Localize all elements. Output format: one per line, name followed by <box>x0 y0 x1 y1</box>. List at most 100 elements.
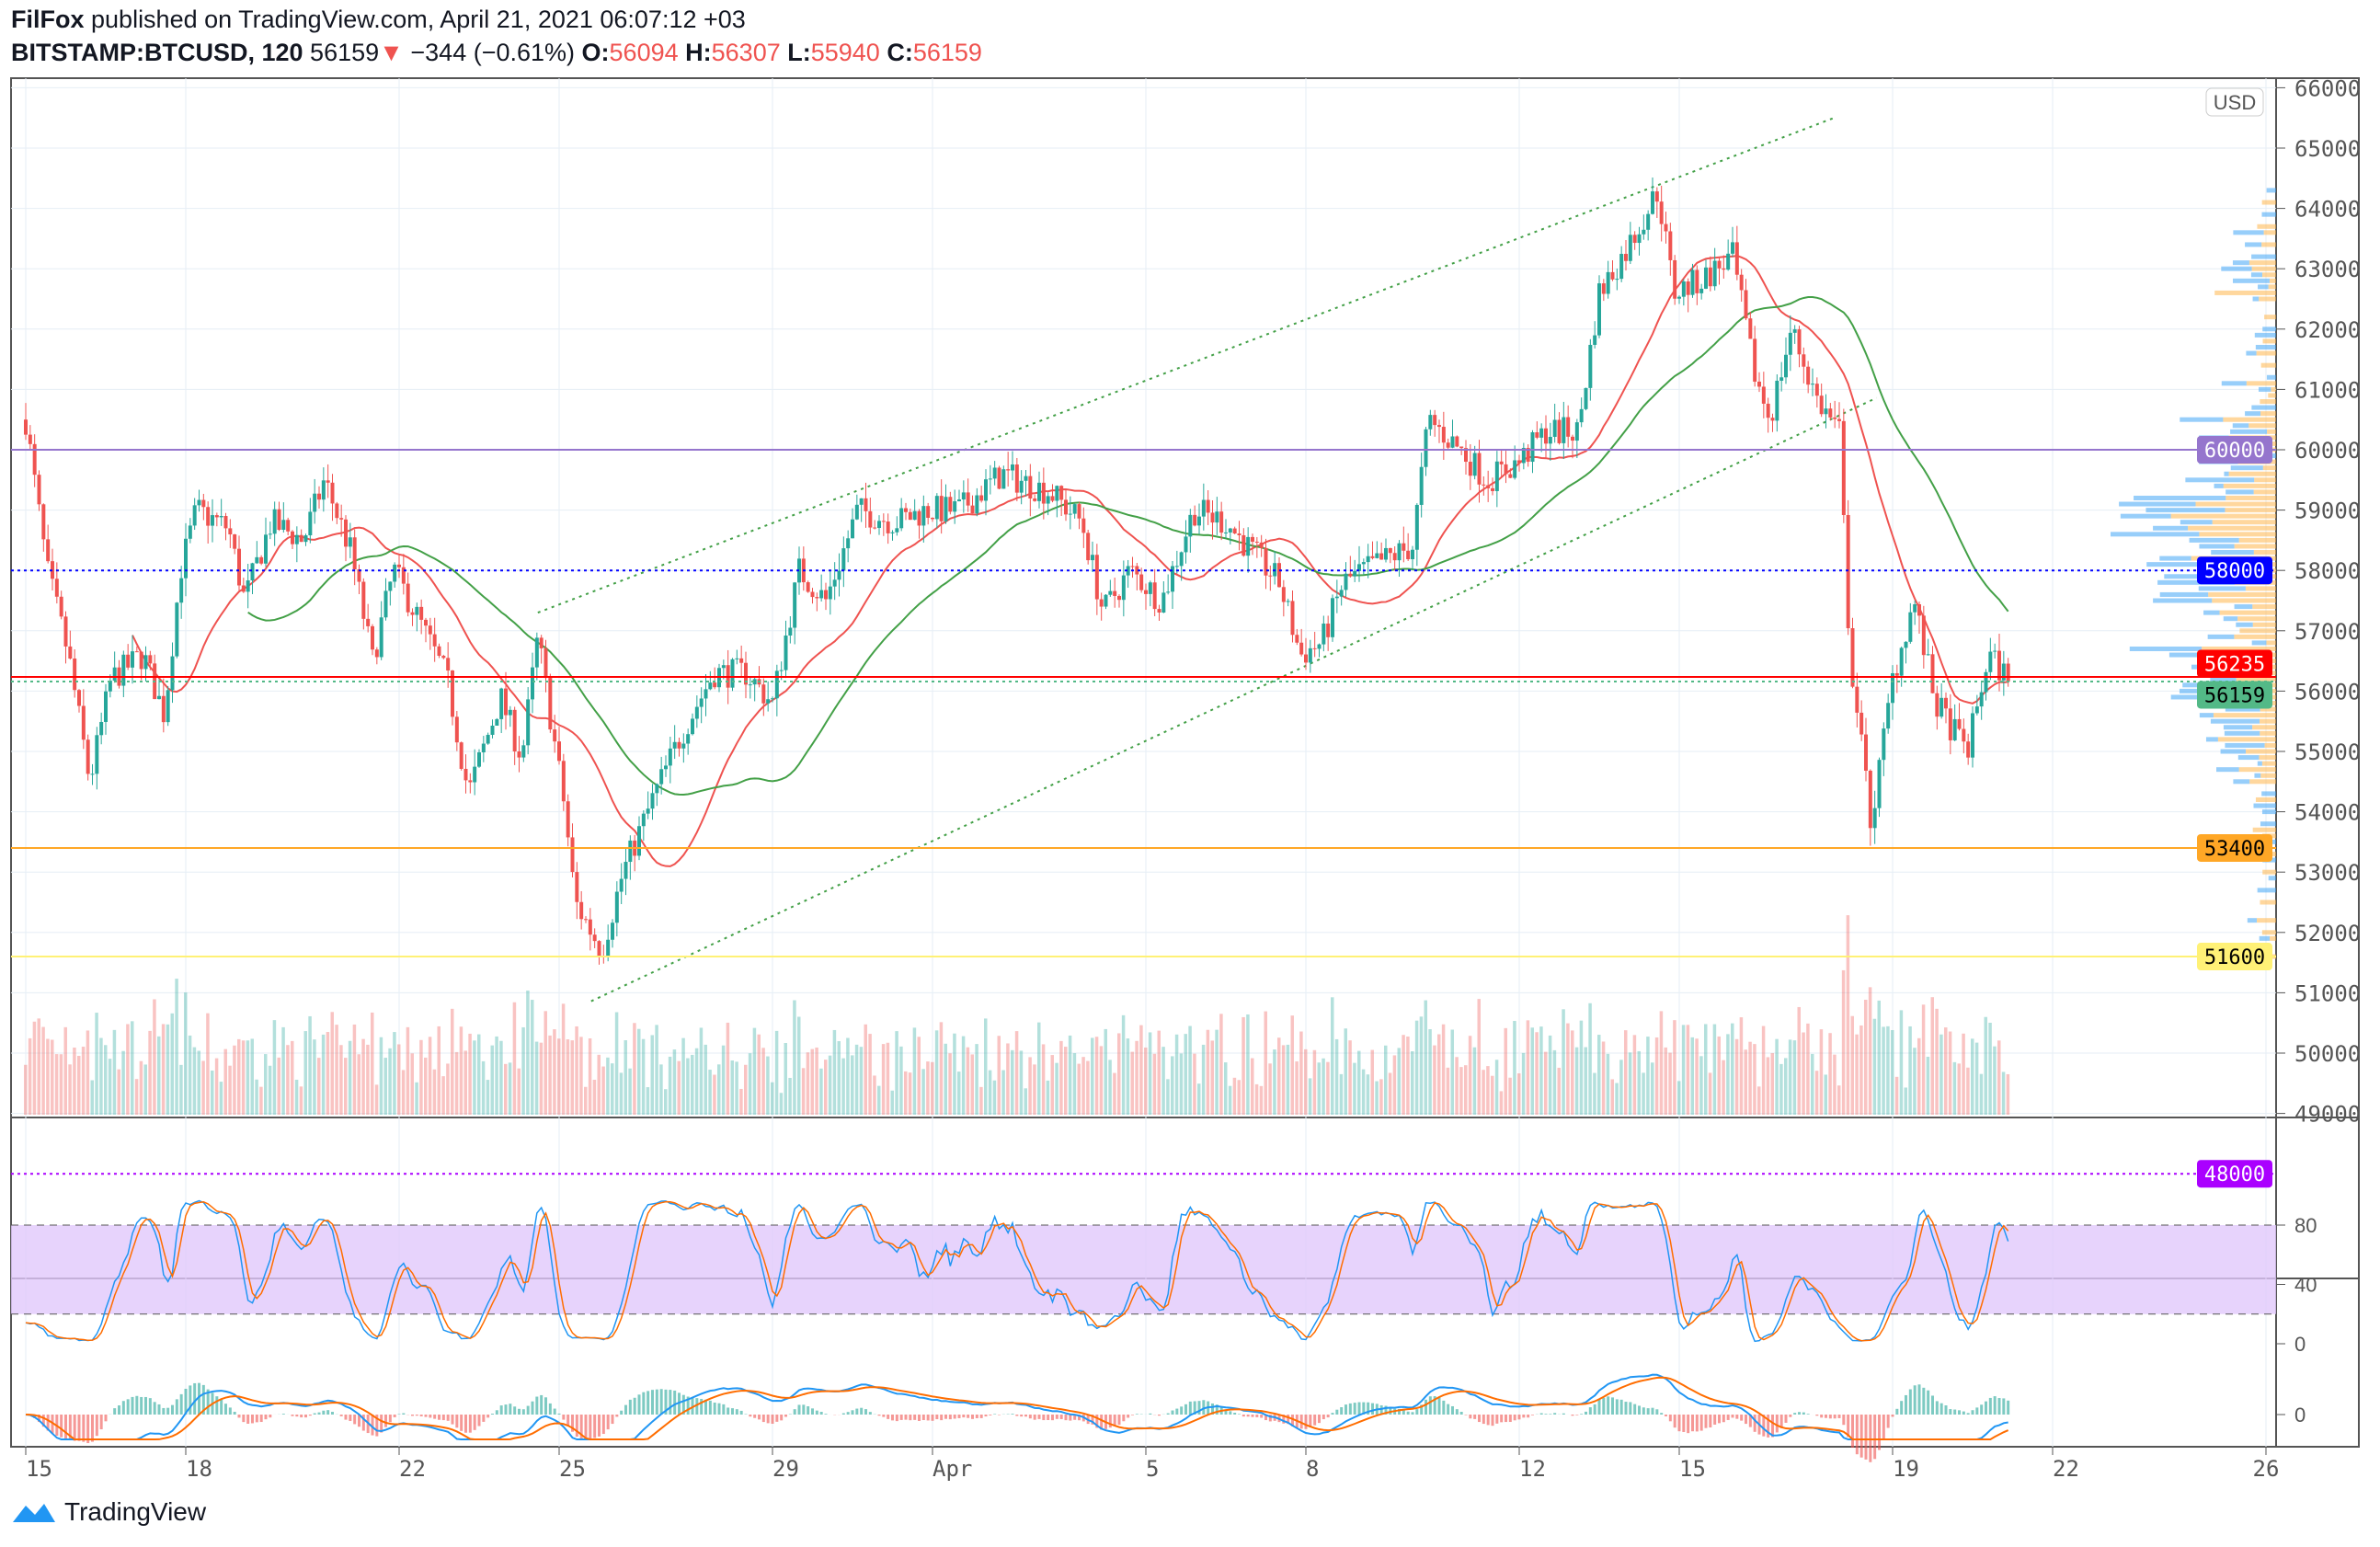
volume-bar <box>1882 1026 1885 1115</box>
candle-body <box>1646 213 1651 230</box>
candle-body <box>1312 647 1317 649</box>
macd-histogram-bar <box>971 1415 974 1419</box>
volume-profile-bar <box>2245 242 2262 247</box>
volume-profile-bar <box>2232 423 2249 429</box>
volume-profile-bar <box>2257 761 2262 766</box>
volume-bar <box>1704 1024 1708 1115</box>
volume-bar <box>1086 1060 1090 1115</box>
macd-histogram-bar <box>1229 1411 1232 1415</box>
macd-histogram-bar <box>1615 1399 1619 1415</box>
candle-body <box>713 682 717 688</box>
macd-histogram-bar <box>1522 1415 1526 1418</box>
x-tick-label: 12 <box>1519 1456 1546 1482</box>
volume-bar <box>531 1000 534 1115</box>
candle-body <box>1814 384 1819 396</box>
candle-body <box>1344 573 1348 590</box>
volume-profile-bar <box>2253 803 2276 808</box>
volume-bar <box>188 1035 192 1115</box>
volume-profile-bar <box>2251 640 2267 646</box>
candle-body <box>1891 672 1894 704</box>
macd-histogram-bar <box>1508 1415 1512 1423</box>
macd-histogram-bar <box>1406 1411 1410 1415</box>
macd-histogram-bar <box>1842 1415 1846 1426</box>
volume-profile-bar <box>2233 779 2250 785</box>
macd-histogram-bar <box>1985 1401 1987 1415</box>
candle-body <box>126 654 131 668</box>
macd-histogram-bar <box>584 1415 588 1440</box>
symbol-name[interactable]: BITSTAMP:BTCUSD, 120 <box>11 39 303 66</box>
macd-histogram-bar <box>1367 1402 1370 1415</box>
candle-body <box>1472 453 1477 476</box>
volume-bar <box>299 1086 303 1115</box>
volume-bar <box>837 1041 841 1115</box>
y-tick-label: 62000 <box>2294 317 2361 343</box>
candle-body <box>1841 420 1846 515</box>
candle-body <box>1761 386 1766 404</box>
candle-body <box>1210 512 1215 523</box>
candle-body <box>264 534 268 564</box>
volume-bar <box>1264 1011 1267 1115</box>
macd-histogram-bar <box>1411 1412 1414 1415</box>
volume-profile-bar <box>2157 579 2235 585</box>
volume-bar <box>1406 1037 1410 1115</box>
candle-body <box>1846 514 1850 629</box>
volume-bar <box>112 1029 117 1115</box>
macd-histogram-bar <box>1246 1415 1250 1417</box>
volume-profile-bar <box>2263 230 2276 235</box>
macd-histogram-bar <box>815 1410 818 1415</box>
candle-body <box>1624 254 1628 261</box>
volume-bar <box>134 1079 139 1115</box>
candle-body <box>192 505 197 526</box>
macd-histogram-bar <box>1171 1410 1174 1415</box>
macd-histogram-bar <box>1820 1415 1824 1418</box>
candle-body <box>824 590 828 600</box>
candle-body <box>1855 686 1859 713</box>
candle-body <box>206 507 211 526</box>
candle-body <box>1477 453 1482 485</box>
candle-body <box>432 634 437 647</box>
volume-profile-bar <box>2180 417 2224 422</box>
candle-body <box>2001 663 2006 681</box>
volume-bar <box>1668 1052 1672 1115</box>
volume-bar <box>1584 1047 1587 1115</box>
volume-bar <box>397 1044 401 1115</box>
candle-body <box>681 743 686 749</box>
volume-profile-bar <box>2159 591 2209 597</box>
candle-body <box>1379 553 1384 560</box>
candle-body <box>228 528 233 535</box>
macd-histogram-bar <box>1731 1415 1734 1418</box>
volume-bar <box>1472 1047 1477 1115</box>
macd-histogram-bar <box>1362 1402 1366 1415</box>
macd-histogram-bar <box>909 1415 912 1421</box>
volume-bar <box>588 1037 592 1115</box>
candle-body <box>2006 663 2010 682</box>
volume-profile-bar <box>2213 713 2276 718</box>
macd-histogram-bar <box>1988 1397 1992 1415</box>
volume-profile-bar <box>2246 350 2257 356</box>
macd-histogram-bar <box>1837 1415 1841 1418</box>
volume-bar <box>1770 1052 1774 1115</box>
candle-body <box>1482 484 1486 486</box>
macd-histogram-bar <box>669 1390 672 1415</box>
candle-body <box>997 467 1001 489</box>
volume-profile-bar <box>2257 223 2276 229</box>
price-level-badge <box>2197 681 2272 709</box>
macd-histogram-bar <box>1100 1415 1104 1430</box>
candle-body <box>250 563 255 581</box>
volume-bar <box>1797 1006 1801 1115</box>
candle-body <box>179 578 184 603</box>
macd-histogram-bar <box>1180 1406 1184 1415</box>
volume-bar <box>979 1086 983 1115</box>
macd-histogram-bar <box>460 1415 463 1431</box>
volume-bar <box>1526 1020 1530 1115</box>
macd-histogram-bar <box>259 1415 263 1423</box>
tradingview-logo[interactable]: TradingView <box>11 1497 206 1527</box>
volume-profile-bar <box>2260 399 2276 405</box>
macd-histogram-bar <box>811 1408 814 1415</box>
macd-histogram-bar <box>135 1395 139 1415</box>
volume-bar <box>214 1058 219 1115</box>
candle-body <box>463 768 468 781</box>
candle-body <box>1135 566 1139 575</box>
volume-bar <box>1824 1074 1827 1115</box>
